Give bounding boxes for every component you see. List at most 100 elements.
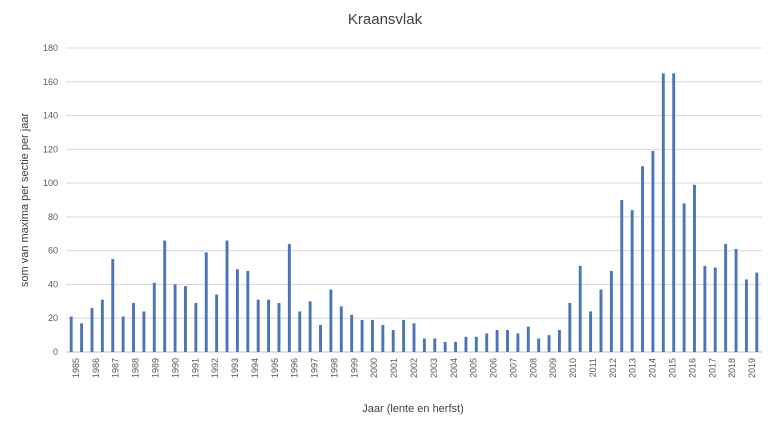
bar	[651, 151, 655, 352]
bar	[464, 336, 468, 352]
bar	[412, 323, 416, 352]
x-tick-label: 2007	[508, 358, 518, 378]
bar	[184, 286, 187, 352]
bar	[422, 338, 426, 352]
bar	[80, 323, 84, 352]
bar	[454, 341, 458, 352]
x-tick-label: 1996	[290, 358, 300, 378]
y-tick-label: 60	[48, 246, 58, 256]
bar	[308, 301, 312, 352]
bar	[485, 333, 489, 352]
bar	[111, 259, 115, 352]
x-tick-label: 1994	[250, 358, 260, 378]
x-tick-label: 1991	[190, 358, 200, 378]
x-tick-label: 1997	[310, 358, 320, 378]
x-tick-label: 2019	[747, 358, 757, 378]
x-tick-label: 1992	[210, 358, 220, 378]
y-tick-label: 160	[43, 77, 58, 87]
bar	[163, 240, 167, 352]
bar	[547, 335, 551, 352]
x-tick-label: 2012	[608, 358, 618, 378]
bar	[599, 289, 603, 352]
bar	[319, 324, 322, 352]
bar	[744, 279, 748, 352]
bar	[537, 338, 541, 352]
bar	[578, 265, 582, 352]
bar	[142, 311, 146, 352]
bar	[360, 319, 364, 352]
y-tick-layer: 0 20 40 60 80 100 120 140 160 180	[43, 43, 58, 357]
bar	[734, 248, 738, 352]
bar	[641, 166, 644, 352]
x-tick-label: 2013	[628, 358, 638, 378]
x-tick-label: 2009	[548, 358, 558, 378]
x-tick-label: 2010	[568, 358, 578, 378]
bar	[267, 299, 271, 352]
bar-layer	[69, 73, 759, 352]
bar	[433, 338, 437, 352]
bar	[568, 303, 572, 352]
bar	[713, 267, 717, 352]
x-tick-label: 2001	[389, 358, 399, 378]
x-tick-label: 1990	[170, 358, 180, 378]
bar	[557, 330, 561, 352]
x-tick-label: 1999	[349, 358, 359, 378]
bar	[661, 73, 665, 352]
bar	[630, 210, 634, 352]
y-tick-label: 100	[43, 178, 58, 188]
bar	[672, 73, 676, 352]
x-tick-label: 2004	[449, 358, 459, 378]
bar	[526, 326, 530, 352]
bar	[339, 306, 343, 352]
x-tick-label: 1985	[71, 358, 81, 378]
bar	[329, 289, 333, 352]
x-tick-label: 1993	[230, 358, 240, 378]
bar	[90, 308, 94, 352]
y-tick-label: 120	[43, 144, 58, 154]
x-tick-label: 2008	[528, 358, 538, 378]
y-tick-label: 40	[48, 279, 58, 289]
bar	[215, 294, 219, 352]
x-tick-label: 1988	[131, 358, 141, 378]
x-tick-label: 1986	[91, 358, 101, 378]
bar	[516, 333, 520, 352]
bar	[391, 330, 395, 352]
x-tick-label: 2015	[668, 358, 678, 378]
bar	[402, 319, 406, 352]
y-tick-label: 180	[43, 43, 58, 53]
bar	[755, 272, 759, 352]
bar	[370, 319, 374, 352]
bar	[381, 324, 385, 352]
bar	[724, 243, 728, 352]
x-axis-label: Jaar (lente en herfst)	[362, 403, 464, 415]
bar	[620, 200, 624, 352]
bar	[152, 282, 156, 352]
bar	[506, 330, 509, 352]
y-tick-label: 80	[48, 212, 58, 222]
x-tick-label: 2014	[648, 358, 658, 378]
bar	[121, 316, 125, 352]
bar	[350, 314, 354, 352]
bar	[589, 311, 593, 352]
bar	[287, 243, 291, 352]
grid-layer	[66, 47, 762, 353]
y-tick-label: 20	[48, 313, 58, 323]
bar	[194, 303, 198, 352]
y-tick-label: 0	[53, 347, 58, 357]
bar	[495, 330, 499, 352]
bar	[173, 284, 177, 352]
bar	[69, 316, 73, 352]
y-axis-label: som van maxima per sectie per jaar	[19, 113, 31, 288]
bar	[703, 265, 707, 352]
x-tick-layer: 1985 1986 1987 1988 1989 1990 1991 1992 1993 1994…	[71, 358, 757, 378]
bar	[693, 184, 696, 352]
x-tick-label: 2017	[707, 358, 717, 378]
x-tick-label: 1987	[111, 358, 121, 378]
bar	[235, 269, 239, 352]
bar	[204, 252, 208, 352]
x-tick-label: 1989	[150, 358, 160, 378]
bar	[298, 311, 302, 352]
bar	[682, 203, 686, 352]
